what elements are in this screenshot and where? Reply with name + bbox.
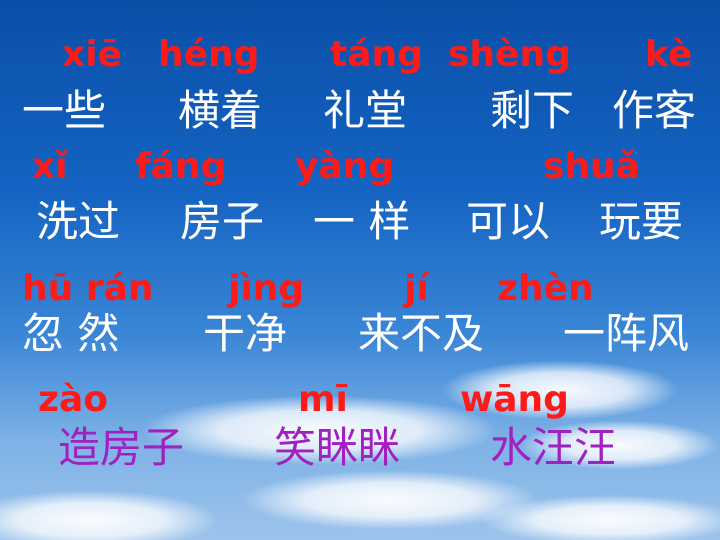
word-yixie: 一些 (22, 86, 107, 135)
pinyin-jing: jìng (228, 268, 305, 309)
pinyin-huran: hū rán (22, 268, 154, 309)
word-laibuji: 来不及 (358, 309, 485, 358)
word-zaofangzi: 造房子 (58, 423, 185, 472)
word-xiguo: 洗过 (36, 197, 121, 246)
cloud-decoration (140, 395, 500, 465)
pinyin-mi: mī (298, 379, 348, 420)
word-ganjing: 干净 (203, 309, 288, 358)
word-shuiwangwang: 水汪汪 (490, 423, 617, 472)
word-keyi: 可以 (466, 197, 551, 246)
word-shengxia: 剩下 (490, 86, 575, 135)
pinyin-zhen: zhèn (497, 268, 594, 309)
pinyin-fang: fáng (135, 146, 227, 187)
pinyin-yang: yàng (295, 146, 395, 187)
word-yizhenfeng: 一阵风 (563, 309, 690, 358)
word-xiaomimi: 笑眯眯 (274, 423, 401, 472)
cloud-decoration (0, 490, 220, 540)
pinyin-tang: táng (330, 34, 423, 75)
pinyin-sheng: shèng (448, 34, 571, 75)
pinyin-xie: xiē (62, 34, 122, 75)
word-fangzi: 房子 (180, 197, 265, 246)
pinyin-ke: kè (645, 34, 693, 75)
cloud-decoration (520, 420, 720, 470)
pinyin-wang: wāng (460, 379, 569, 420)
pinyin-heng: héng (158, 34, 260, 75)
word-huran: 忽 然 (22, 309, 120, 358)
pinyin-ji: jí (404, 268, 429, 309)
word-litang: 礼堂 (323, 86, 408, 135)
word-zuoke: 作客 (612, 86, 697, 135)
word-yiyang: 一 样 (313, 197, 411, 246)
pinyin-shua: shuǎ (543, 146, 640, 187)
cloud-decoration (480, 495, 720, 540)
cloud-decoration (440, 360, 680, 420)
pinyin-xi: xǐ (32, 146, 68, 187)
word-hengzhe: 横着 (178, 86, 263, 135)
word-wanyao: 玩要 (599, 197, 684, 246)
pinyin-zao: zào (38, 379, 108, 420)
